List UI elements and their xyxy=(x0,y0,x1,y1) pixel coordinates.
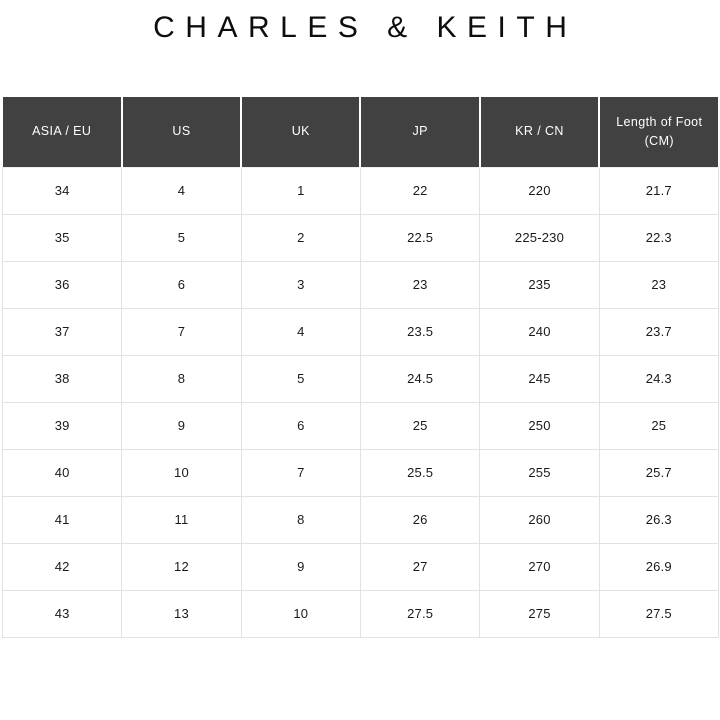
column-header-asia-eu: ASIA / EU xyxy=(2,97,123,167)
cell-uk: 1 xyxy=(240,166,361,215)
column-header-line: ASIA / EU xyxy=(32,124,92,139)
table-header: ASIA / EU US UK JP KR / CN Length of Foot (CM) xyxy=(2,97,719,167)
cell-kr-cn: 270 xyxy=(479,542,600,591)
cell-uk: 6 xyxy=(240,401,361,450)
column-header-us: US xyxy=(120,97,243,167)
column-header-uk: UK xyxy=(240,97,362,167)
cell-uk: 4 xyxy=(240,307,361,356)
cell-kr-cn: 260 xyxy=(479,495,600,544)
cell-us: 6 xyxy=(121,260,242,309)
brand-logo: CHARLES & KEITH xyxy=(153,11,578,44)
cell-length-cm: 22.3 xyxy=(598,213,719,262)
table-row: 36 6 3 23 235 23 xyxy=(1,260,719,309)
cell-asia-eu: 36 xyxy=(1,260,123,309)
table-row: 39 9 6 25 250 25 xyxy=(1,401,719,450)
cell-length-cm: 21.7 xyxy=(598,166,719,215)
cell-length-cm: 26.3 xyxy=(598,495,719,544)
cell-kr-cn: 235 xyxy=(479,260,600,309)
table-body: 34 4 1 22 220 21.7 35 5 2 22.5 225-230 22.3 36 6 3 23 23… xyxy=(1,166,719,638)
cell-asia-eu: 38 xyxy=(1,354,123,403)
column-header-line: US xyxy=(172,124,191,139)
column-header-line: Length of Foot xyxy=(616,114,703,129)
cell-length-cm: 23 xyxy=(598,260,719,309)
cell-us: 10 xyxy=(121,448,242,497)
cell-us: 4 xyxy=(121,166,242,215)
cell-jp: 26 xyxy=(359,495,481,544)
cell-kr-cn: 250 xyxy=(479,401,600,450)
cell-uk: 7 xyxy=(240,448,361,497)
cell-length-cm: 27.5 xyxy=(598,589,719,638)
table-header-row: ASIA / EU US UK JP KR / CN Length of Foot (CM) xyxy=(2,97,719,167)
cell-jp: 22.5 xyxy=(359,213,481,262)
cell-jp: 27 xyxy=(359,542,481,591)
cell-us: 13 xyxy=(121,589,242,638)
cell-us: 7 xyxy=(121,307,242,356)
cell-jp: 22 xyxy=(359,166,481,215)
cell-uk: 8 xyxy=(240,495,361,544)
table-row: 37 7 4 23.5 240 23.7 xyxy=(1,307,719,356)
cell-jp: 25.5 xyxy=(359,448,481,497)
column-header-kr-cn: KR / CN xyxy=(478,97,601,167)
cell-kr-cn: 225-230 xyxy=(479,213,600,262)
table-row: 34 4 1 22 220 21.7 xyxy=(1,166,719,215)
cell-uk: 2 xyxy=(240,213,361,262)
cell-asia-eu: 40 xyxy=(1,448,123,497)
column-header-jp: JP xyxy=(359,97,481,167)
cell-kr-cn: 240 xyxy=(479,307,600,356)
cell-asia-eu: 37 xyxy=(1,307,123,356)
cell-uk: 5 xyxy=(240,354,361,403)
table-row: 43 13 10 27.5 275 27.5 xyxy=(1,589,719,638)
cell-uk: 9 xyxy=(240,542,361,591)
cell-asia-eu: 39 xyxy=(1,401,123,450)
cell-jp: 25 xyxy=(359,401,481,450)
cell-us: 9 xyxy=(121,401,242,450)
cell-asia-eu: 34 xyxy=(1,166,123,215)
table-row: 41 11 8 26 260 26.3 xyxy=(1,495,719,544)
cell-asia-eu: 35 xyxy=(1,213,123,262)
cell-length-cm: 26.9 xyxy=(598,542,719,591)
table-row: 42 12 9 27 270 26.9 xyxy=(1,542,719,591)
cell-length-cm: 25 xyxy=(598,401,719,450)
column-header-line: JP xyxy=(412,124,428,139)
cell-jp: 23 xyxy=(359,260,481,309)
column-header-length-of-foot: Length of Foot (CM) xyxy=(598,97,719,167)
cell-length-cm: 23.7 xyxy=(598,307,719,356)
cell-jp: 24.5 xyxy=(359,354,481,403)
cell-us: 12 xyxy=(121,542,242,591)
table-row: 35 5 2 22.5 225-230 22.3 xyxy=(1,213,719,262)
cell-uk: 10 xyxy=(240,589,361,638)
cell-us: 8 xyxy=(121,354,242,403)
cell-us: 11 xyxy=(121,495,242,544)
shoe-size-chart-table: ASIA / EU US UK JP KR / CN Length of Foot (CM)… xyxy=(1,97,719,638)
cell-length-cm: 24.3 xyxy=(598,354,719,403)
cell-kr-cn: 255 xyxy=(479,448,600,497)
table-row: 40 10 7 25.5 255 25.7 xyxy=(1,448,719,497)
column-header-line: UK xyxy=(291,124,310,139)
cell-jp: 27.5 xyxy=(359,589,481,638)
brand-header: CHARLES & KEITH xyxy=(0,0,720,97)
cell-asia-eu: 42 xyxy=(1,542,123,591)
column-header-line: (CM) xyxy=(644,133,674,148)
cell-kr-cn: 220 xyxy=(479,166,600,215)
cell-asia-eu: 43 xyxy=(1,589,123,638)
cell-kr-cn: 275 xyxy=(479,589,600,638)
cell-uk: 3 xyxy=(240,260,361,309)
cell-length-cm: 25.7 xyxy=(598,448,719,497)
table-row: 38 8 5 24.5 245 24.3 xyxy=(1,354,719,403)
cell-us: 5 xyxy=(121,213,242,262)
cell-kr-cn: 245 xyxy=(479,354,600,403)
column-header-line: KR / CN xyxy=(515,124,564,139)
cell-asia-eu: 41 xyxy=(1,495,123,544)
cell-jp: 23.5 xyxy=(359,307,481,356)
